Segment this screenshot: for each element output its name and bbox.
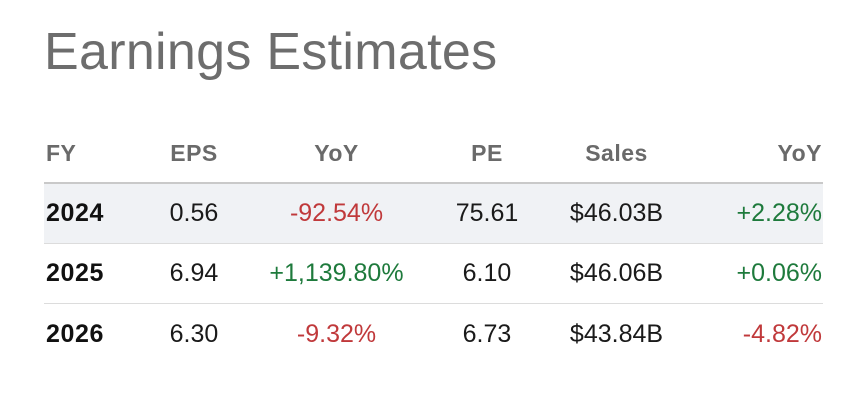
table-row-2024: 2024 0.56 -92.54% 75.61 $46.03B +2.28% xyxy=(44,184,823,244)
pe-cell: 6.10 xyxy=(462,259,512,287)
pe-cell: 75.61 xyxy=(455,199,519,227)
column-header-sales: Sales xyxy=(585,139,648,166)
eps-yoy-cell: -92.54% xyxy=(289,199,384,227)
fiscal-year-cell: 2024 xyxy=(46,199,105,227)
eps-cell: 6.30 xyxy=(169,319,219,348)
table-header-row: FY EPS YoY PE Sales YoY xyxy=(44,124,823,184)
sales-yoy-cell: +2.28% xyxy=(736,199,823,227)
table-row-2026: 2026 6.30 -9.32% 6.73 $43.84B -4.82% xyxy=(44,304,823,364)
column-header-eps-yoy: YoY xyxy=(314,139,359,166)
sales-cell: $43.84B xyxy=(569,319,664,348)
sales-yoy-cell: -4.82% xyxy=(742,319,822,348)
sales-cell: $46.03B xyxy=(569,199,664,227)
column-header-eps: EPS xyxy=(170,139,218,166)
fiscal-year-cell: 2025 xyxy=(46,259,105,287)
fiscal-year-cell: 2026 xyxy=(46,319,105,348)
page-title: Earnings Estimates xyxy=(44,23,498,81)
eps-cell: 0.56 xyxy=(169,199,219,227)
column-header-pe: PE xyxy=(471,139,503,166)
pe-cell: 6.73 xyxy=(462,319,512,348)
column-header-fy: FY xyxy=(46,139,77,166)
eps-yoy-cell: -9.32% xyxy=(296,319,377,348)
eps-cell: 6.94 xyxy=(169,259,219,287)
sales-yoy-cell: +0.06% xyxy=(736,259,823,287)
earnings-table: FY EPS YoY PE Sales YoY 2024 0.56 -92.54… xyxy=(44,124,823,364)
column-header-sales-yoy: YoY xyxy=(777,139,822,166)
eps-yoy-cell: +1,139.80% xyxy=(269,259,404,287)
sales-cell: $46.06B xyxy=(569,259,664,287)
table-row-2025: 2025 6.94 +1,139.80% 6.10 $46.06B +0.06% xyxy=(44,244,823,304)
